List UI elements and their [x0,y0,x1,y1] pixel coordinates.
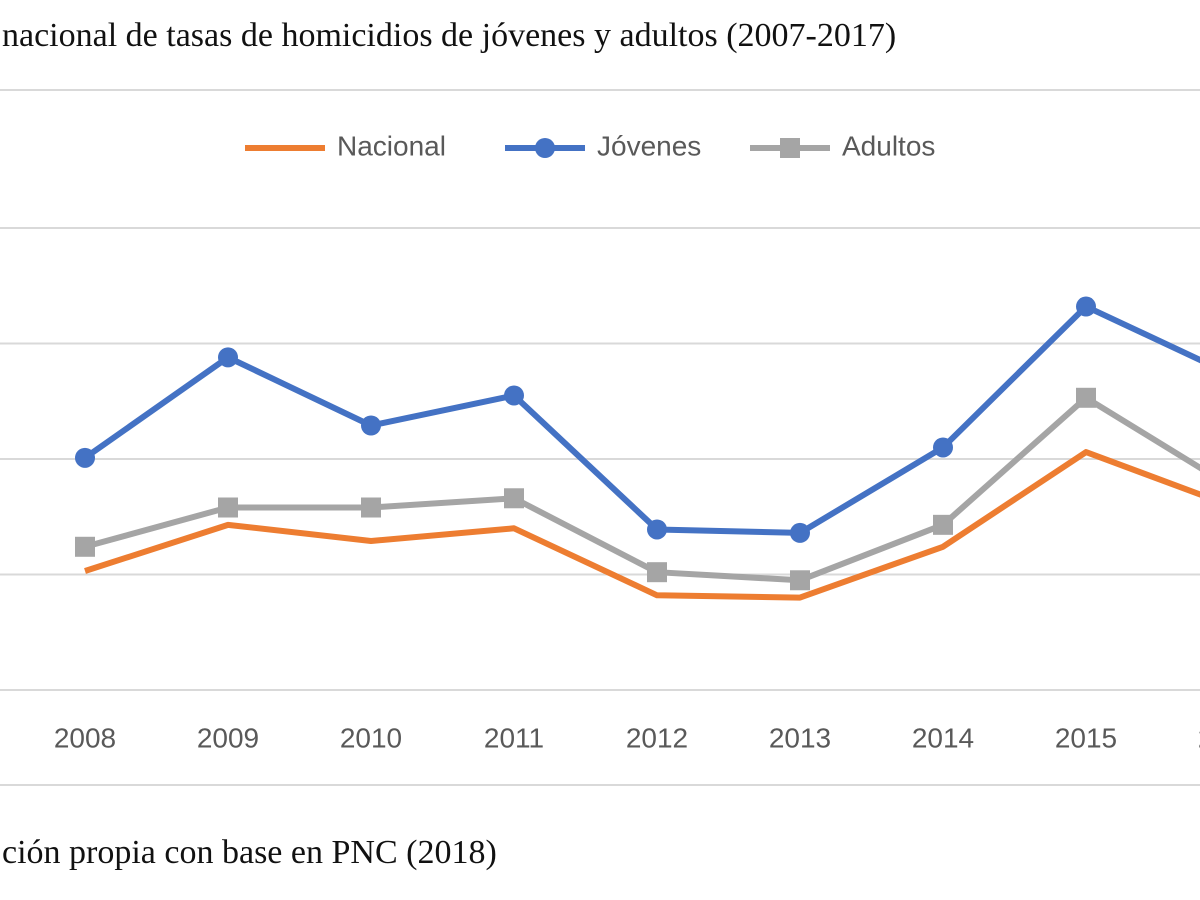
x-tick-label: 2015 [1055,722,1117,753]
data-point [1076,387,1096,408]
x-tick-label: 2016 [1198,722,1200,753]
data-point [1076,296,1096,317]
source-note: ción propia con base en PNC (2018) [2,834,497,871]
x-tick-label: 2008 [54,722,116,753]
data-point [790,522,810,543]
data-point [218,497,238,518]
chart-title: nacional de tasas de homicidios de jóven… [2,17,896,54]
data-point [933,437,953,458]
data-point [504,488,524,509]
data-point [504,385,524,406]
series-line [84,449,1200,601]
data-point [647,519,667,540]
legend-marker [780,138,800,158]
data-point [361,497,381,518]
x-tick-label: 2009 [197,722,259,753]
x-tick-label: 2011 [484,722,544,753]
legend-label: Jóvenes [597,130,701,161]
data-point [75,447,95,468]
legend-marker [535,138,555,158]
data-point [647,562,667,583]
x-tick-label: 2014 [912,722,974,753]
data-point [75,536,95,557]
x-tick-label: 2012 [626,722,688,753]
legend-label: Adultos [842,130,935,161]
x-tick-label: 2010 [340,722,402,753]
data-point [790,570,810,591]
data-point [361,415,381,436]
legend-label: Nacional [337,130,446,161]
data-point [933,514,953,535]
x-tick-label: 2013 [769,722,831,753]
data-point [218,347,238,368]
